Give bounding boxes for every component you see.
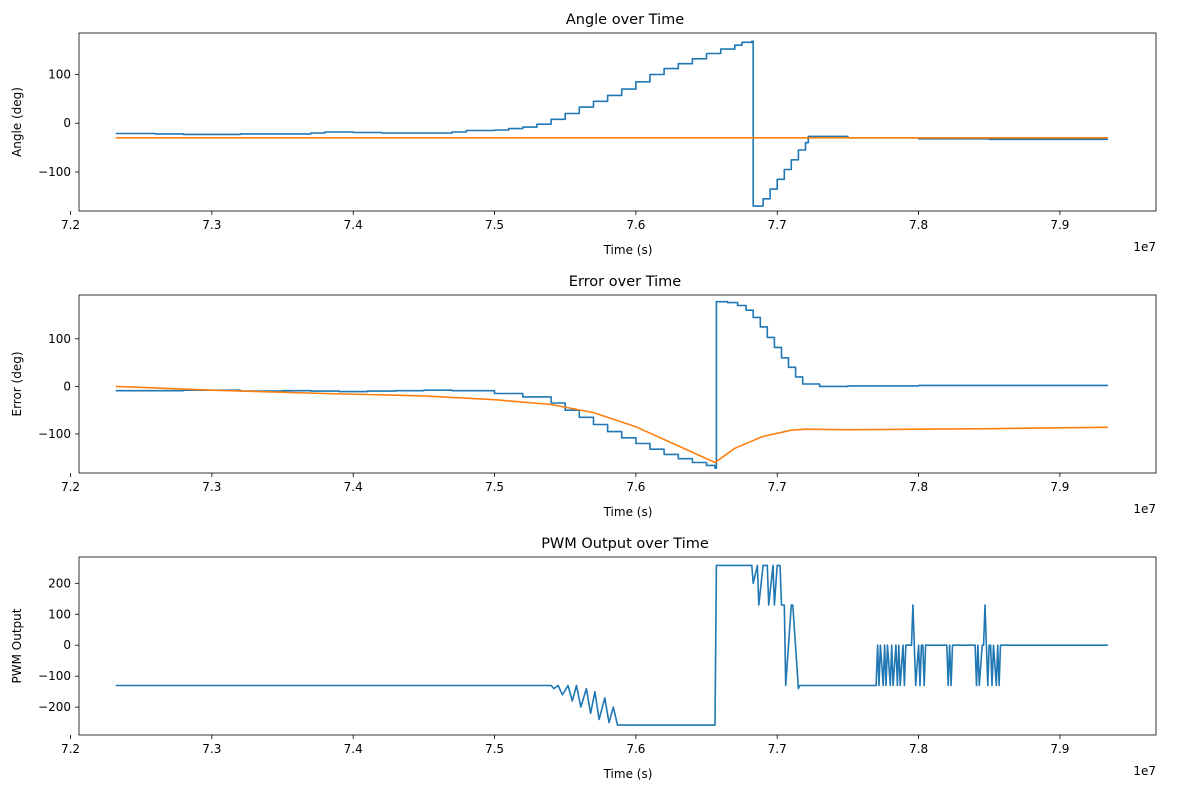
series-line-error: [115, 300, 1108, 469]
axes-frame: [78, 556, 1157, 736]
x-axis: 7.2 7.3 7.4 7.5 7.6 7.7 7.8 7.9: [61, 211, 1069, 232]
angle-over-time-subplot: Angle over Time 7.2 7.3 7.4 7.5 7.6 7.7 7.8 7.9…: [10, 12, 1157, 257]
x-tick-label: 7.7: [768, 480, 787, 494]
pwm-output-over-time-subplot: PWM Output over Time 7.2 7.3 7.4 7.5 7.6 7.7 7…: [10, 536, 1157, 781]
y-tick-label: −200: [38, 700, 71, 714]
x-axis-offset-label: 1e7: [1133, 764, 1156, 778]
x-tick-label: 7.5: [485, 480, 504, 494]
x-tick-label: 7.5: [485, 742, 504, 756]
x-tick-label: 7.6: [626, 742, 645, 756]
y-tick-label: 100: [48, 607, 71, 621]
x-tick-label: 7.4: [344, 218, 363, 232]
plot-area: [115, 300, 1108, 469]
axes-frame: [78, 32, 1157, 212]
plot-title: Angle over Time: [566, 12, 684, 28]
plot-title: Error over Time: [569, 274, 681, 290]
x-tick-label: 7.7: [768, 218, 787, 232]
x-axis-offset-label: 1e7: [1133, 502, 1156, 516]
x-tick-label: 7.2: [61, 480, 80, 494]
x-tick-label: 7.6: [626, 480, 645, 494]
axes-frame: [78, 294, 1157, 474]
plot-area: [115, 564, 1108, 726]
x-tick-label: 7.2: [61, 218, 80, 232]
series-line-filtered: [115, 385, 1108, 464]
x-axis-offset-label: 1e7: [1133, 240, 1156, 254]
x-tick-label: 7.3: [202, 742, 221, 756]
y-tick-label: −100: [38, 669, 71, 683]
plot-title: PWM Output over Time: [541, 536, 709, 552]
x-tick-label: 7.9: [1050, 480, 1069, 494]
y-tick-label: 100: [48, 332, 71, 346]
y-tick-label: −100: [38, 427, 71, 441]
y-tick-label: 100: [48, 67, 71, 81]
y-axis-label: Error (deg): [10, 351, 24, 416]
y-axis: −100 0 100: [38, 67, 79, 179]
plot-area: [115, 40, 1108, 207]
x-axis-label: Time (s): [603, 243, 653, 257]
y-tick-label: 0: [63, 379, 71, 393]
x-tick-label: 7.6: [626, 218, 645, 232]
x-tick-label: 7.3: [202, 480, 221, 494]
y-tick-label: 0: [63, 116, 71, 130]
x-tick-label: 7.8: [909, 218, 928, 232]
y-axis: −100 0 100: [38, 332, 79, 441]
x-axis: 7.2 7.3 7.4 7.5 7.6 7.7 7.8 7.9: [61, 473, 1069, 494]
x-axis-label: Time (s): [603, 505, 653, 519]
x-tick-label: 7.9: [1050, 218, 1069, 232]
series-line-angle: [115, 40, 1108, 207]
x-tick-label: 7.2: [61, 742, 80, 756]
series-line-pwm: [115, 564, 1108, 726]
y-axis-label: PWM Output: [10, 608, 24, 683]
y-tick-label: 0: [63, 638, 71, 652]
x-tick-label: 7.5: [485, 218, 504, 232]
x-tick-label: 7.8: [909, 480, 928, 494]
x-tick-label: 7.7: [768, 742, 787, 756]
x-axis: 7.2 7.3 7.4 7.5 7.6 7.7 7.8 7.9: [61, 735, 1069, 756]
y-axis-label: Angle (deg): [10, 87, 24, 157]
x-tick-label: 7.9: [1050, 742, 1069, 756]
x-tick-label: 7.4: [344, 742, 363, 756]
x-tick-label: 7.8: [909, 742, 928, 756]
x-tick-label: 7.3: [202, 218, 221, 232]
x-tick-label: 7.4: [344, 480, 363, 494]
y-axis: −200 −100 0 100 200: [38, 576, 79, 714]
x-axis-label: Time (s): [603, 767, 653, 781]
y-tick-label: 200: [48, 576, 71, 590]
y-tick-label: −100: [38, 165, 71, 179]
error-over-time-subplot: Error over Time 7.2 7.3 7.4 7.5 7.6 7.7 7.8 7.9…: [10, 274, 1157, 519]
